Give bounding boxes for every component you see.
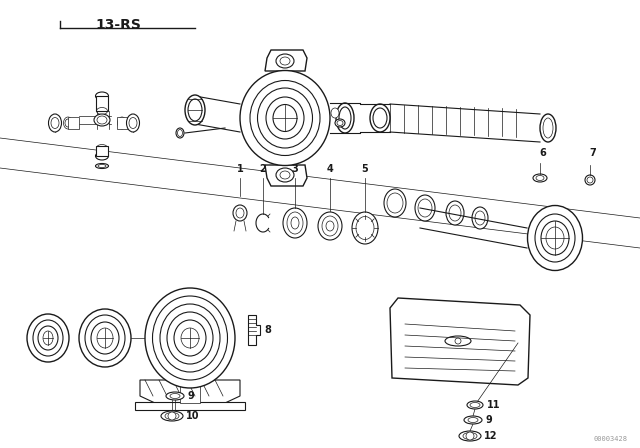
Text: 3: 3 xyxy=(292,164,298,174)
Ellipse shape xyxy=(352,212,378,244)
Ellipse shape xyxy=(318,212,342,240)
Ellipse shape xyxy=(145,288,235,388)
Text: 12: 12 xyxy=(484,431,497,441)
Ellipse shape xyxy=(276,168,294,182)
Text: 00003428: 00003428 xyxy=(594,436,628,442)
Ellipse shape xyxy=(94,114,110,126)
Ellipse shape xyxy=(331,108,339,118)
Ellipse shape xyxy=(322,216,338,236)
Text: 10: 10 xyxy=(186,411,200,421)
Bar xyxy=(135,402,245,410)
Bar xyxy=(96,96,108,111)
Ellipse shape xyxy=(356,216,374,240)
Polygon shape xyxy=(140,380,240,403)
Ellipse shape xyxy=(336,103,354,133)
Ellipse shape xyxy=(49,114,61,132)
Text: 11: 11 xyxy=(487,400,500,410)
Text: 8: 8 xyxy=(264,325,271,335)
Ellipse shape xyxy=(339,107,351,129)
Polygon shape xyxy=(390,298,530,385)
Ellipse shape xyxy=(266,97,304,139)
Ellipse shape xyxy=(585,175,595,185)
Bar xyxy=(180,380,200,403)
Ellipse shape xyxy=(540,114,556,142)
Ellipse shape xyxy=(250,81,320,155)
Ellipse shape xyxy=(181,328,199,348)
Ellipse shape xyxy=(283,208,307,238)
Ellipse shape xyxy=(174,320,206,356)
Ellipse shape xyxy=(185,95,205,125)
Ellipse shape xyxy=(43,331,53,345)
Ellipse shape xyxy=(370,104,390,132)
Ellipse shape xyxy=(97,145,108,151)
Bar xyxy=(117,117,128,129)
Text: 13-RS: 13-RS xyxy=(95,18,141,32)
Ellipse shape xyxy=(287,212,303,234)
Ellipse shape xyxy=(535,214,575,262)
Ellipse shape xyxy=(27,314,69,362)
Text: 9: 9 xyxy=(187,391,194,401)
Ellipse shape xyxy=(161,411,183,421)
Ellipse shape xyxy=(472,207,488,229)
Polygon shape xyxy=(265,50,307,71)
Ellipse shape xyxy=(527,206,582,271)
Ellipse shape xyxy=(541,221,569,255)
Ellipse shape xyxy=(459,431,481,441)
Ellipse shape xyxy=(38,326,58,350)
Ellipse shape xyxy=(95,152,109,160)
Text: 7: 7 xyxy=(589,148,596,158)
Ellipse shape xyxy=(446,201,464,225)
Ellipse shape xyxy=(160,304,220,372)
Ellipse shape xyxy=(464,416,482,424)
Ellipse shape xyxy=(240,70,330,165)
Ellipse shape xyxy=(79,309,131,367)
Text: 5: 5 xyxy=(362,164,369,174)
Ellipse shape xyxy=(176,128,184,138)
Ellipse shape xyxy=(335,119,345,127)
Ellipse shape xyxy=(276,54,294,68)
Text: 1: 1 xyxy=(237,164,243,174)
Ellipse shape xyxy=(415,195,435,221)
Ellipse shape xyxy=(97,328,113,348)
Text: 9: 9 xyxy=(485,415,492,425)
Ellipse shape xyxy=(166,392,184,400)
Ellipse shape xyxy=(273,104,297,132)
Ellipse shape xyxy=(95,92,109,100)
Circle shape xyxy=(168,412,176,420)
Ellipse shape xyxy=(384,189,406,217)
Bar xyxy=(68,117,79,129)
Ellipse shape xyxy=(165,413,179,419)
Text: 2: 2 xyxy=(260,164,266,174)
Polygon shape xyxy=(248,315,260,345)
Ellipse shape xyxy=(188,99,202,121)
Ellipse shape xyxy=(257,88,312,148)
Ellipse shape xyxy=(33,320,63,356)
Ellipse shape xyxy=(118,117,127,129)
Ellipse shape xyxy=(463,432,477,439)
Ellipse shape xyxy=(127,114,140,132)
Ellipse shape xyxy=(543,118,553,138)
Circle shape xyxy=(466,432,474,440)
Ellipse shape xyxy=(91,322,119,354)
Ellipse shape xyxy=(152,296,227,380)
Ellipse shape xyxy=(167,312,213,364)
Polygon shape xyxy=(265,165,307,186)
Ellipse shape xyxy=(373,108,387,128)
Bar xyxy=(96,146,108,156)
Ellipse shape xyxy=(467,401,483,409)
Ellipse shape xyxy=(533,174,547,182)
Ellipse shape xyxy=(233,205,247,221)
Ellipse shape xyxy=(97,100,108,108)
Ellipse shape xyxy=(85,315,125,361)
Ellipse shape xyxy=(546,227,564,249)
Text: 6: 6 xyxy=(540,148,547,158)
Ellipse shape xyxy=(63,117,72,129)
Text: 4: 4 xyxy=(326,164,333,174)
